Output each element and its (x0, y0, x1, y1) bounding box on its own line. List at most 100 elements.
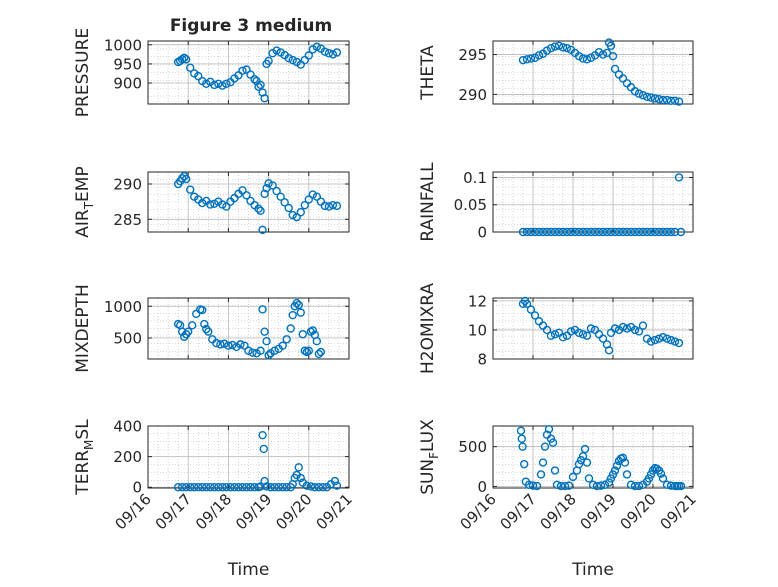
subplot-mixdepth: 500 1000 MIXDEPTH (73, 284, 350, 373)
data-point (662, 95, 672, 105)
data-point (328, 50, 338, 59)
data-point (566, 327, 576, 336)
data-point (666, 481, 676, 490)
data-point (260, 327, 269, 336)
data-point (304, 346, 313, 355)
data-point (254, 204, 263, 213)
data-point (598, 227, 608, 237)
data-point (574, 459, 584, 469)
data-point (648, 466, 658, 475)
data-point (586, 227, 596, 237)
data-point (194, 71, 203, 81)
data-point (638, 227, 648, 237)
data-point (316, 347, 326, 357)
data-point (270, 346, 279, 355)
data-point (310, 483, 320, 492)
data-point (644, 474, 654, 483)
data-point (618, 74, 628, 83)
data-point (284, 53, 293, 63)
data-point (238, 66, 247, 75)
data-point (542, 325, 552, 335)
data-point (570, 227, 580, 237)
data-point (214, 79, 223, 88)
data-point (304, 51, 313, 60)
data-point (234, 483, 243, 492)
data-point (214, 483, 223, 492)
data-point (532, 481, 542, 491)
data-point (198, 483, 207, 492)
axis-box (147, 40, 350, 105)
data-point (181, 55, 191, 64)
axis-box (492, 171, 694, 233)
data-point (604, 478, 614, 487)
data-point (602, 227, 612, 237)
data-point (270, 483, 279, 492)
data-point (516, 426, 526, 435)
axis-box (492, 297, 694, 360)
data-point (262, 337, 271, 346)
data-point (198, 198, 207, 208)
data-point (198, 305, 207, 315)
data-point (202, 79, 211, 88)
figure-title: Figure 3 medium (170, 16, 332, 36)
data-point (610, 64, 620, 74)
data-point (646, 470, 656, 479)
data-point (566, 227, 576, 237)
data-point (676, 227, 686, 237)
data-point (522, 55, 532, 64)
data-point (181, 483, 191, 492)
data-point (260, 189, 269, 199)
data-point (606, 227, 616, 237)
data-point (654, 227, 664, 237)
data-point (210, 483, 219, 492)
data-point (188, 321, 197, 330)
y-tick-label: 1000 (104, 298, 142, 316)
data-point (236, 340, 245, 349)
data-point (218, 81, 227, 90)
data-point (526, 305, 536, 314)
data-point (332, 481, 342, 490)
data-point (540, 442, 550, 451)
data-point (272, 46, 281, 55)
data-point (256, 206, 265, 216)
y-axis-label: AIRTEMP (73, 166, 96, 237)
data-point (256, 482, 265, 491)
data-point (556, 481, 566, 491)
data-point (204, 327, 213, 336)
data-point (550, 330, 560, 339)
data-point (238, 483, 247, 492)
data-point (656, 469, 666, 478)
data-point (546, 331, 556, 340)
data-point (262, 482, 271, 491)
y-tick-label: 8 (477, 351, 487, 369)
data-point (646, 337, 656, 346)
y-axis-label: H2OMIXRA (418, 283, 438, 374)
data-point (552, 480, 562, 490)
data-point (546, 227, 556, 237)
data-point (538, 227, 548, 237)
data-point (582, 227, 592, 237)
data-point (598, 50, 608, 59)
data-point (288, 55, 297, 65)
data-point (312, 192, 322, 201)
data-point (634, 227, 644, 237)
data-point (550, 42, 560, 51)
data-point (612, 461, 622, 470)
data-point (260, 476, 269, 486)
data-point (534, 51, 544, 60)
data-point (250, 483, 259, 492)
data-point (662, 334, 672, 343)
y-tick-label: 950 (113, 55, 142, 73)
data-point (264, 179, 273, 188)
data-point (610, 324, 620, 333)
data-point (242, 483, 251, 492)
data-point (292, 212, 301, 222)
data-point (662, 227, 672, 237)
data-point (308, 326, 318, 335)
data-point (173, 483, 183, 492)
y-tick-label: 200 (113, 448, 142, 466)
data-point (246, 483, 255, 492)
data-point (230, 483, 239, 492)
data-point (259, 444, 268, 454)
data-point (574, 328, 584, 338)
